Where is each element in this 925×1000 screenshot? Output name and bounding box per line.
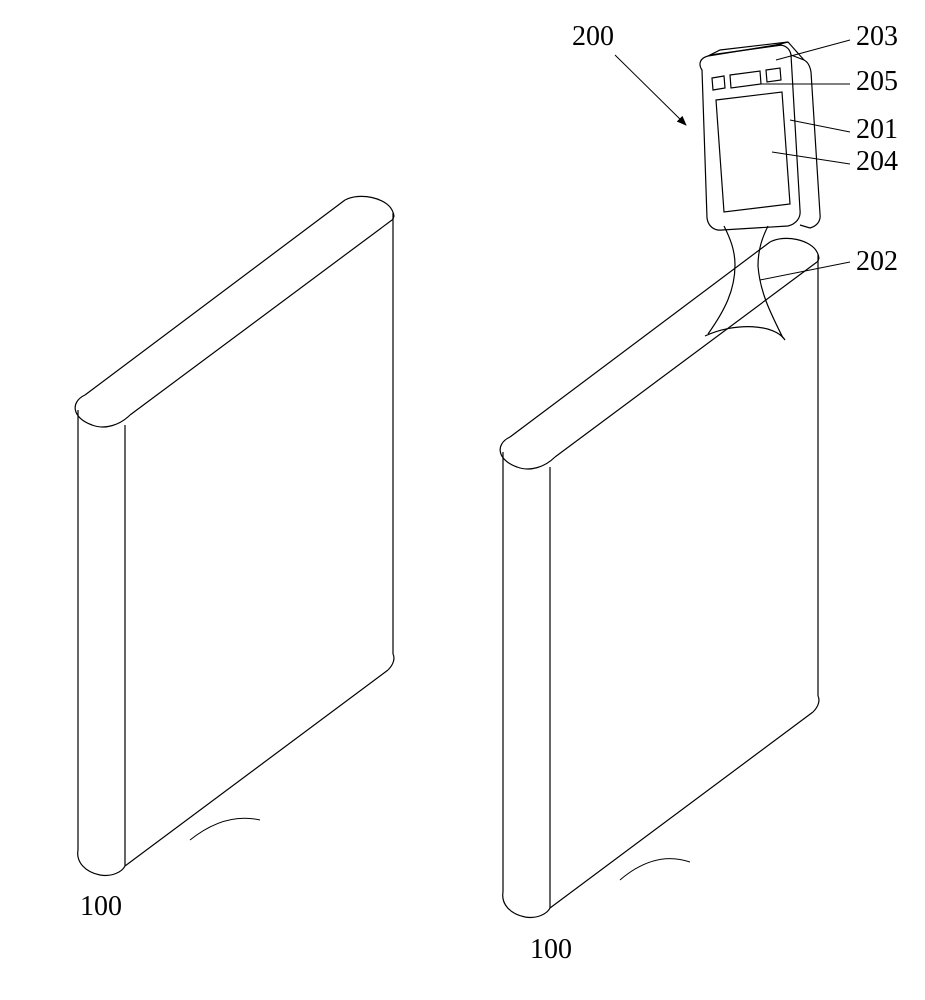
label-201: 201 — [856, 114, 898, 145]
gate-post-right — [500, 238, 819, 917]
device-screen — [716, 92, 790, 212]
device-stand — [705, 226, 785, 340]
label-100: 100 — [80, 891, 122, 922]
label-100: 100 — [530, 934, 572, 965]
patent-figure: 200 203 205 201204 202 100 100 — [0, 0, 925, 1000]
label-205: 205 — [856, 66, 898, 97]
face-recognition-device — [700, 42, 820, 340]
gate-post-left — [75, 196, 394, 875]
label-203: 203 — [856, 21, 898, 52]
label-202: 202 — [856, 246, 898, 277]
label-204: 204 — [856, 146, 898, 177]
reference-labels: 200 203 205 201204 202 100 100 — [80, 21, 898, 965]
device-sensor-bar — [712, 68, 781, 90]
label-200: 200 — [572, 21, 614, 52]
leader-lines — [190, 40, 850, 880]
